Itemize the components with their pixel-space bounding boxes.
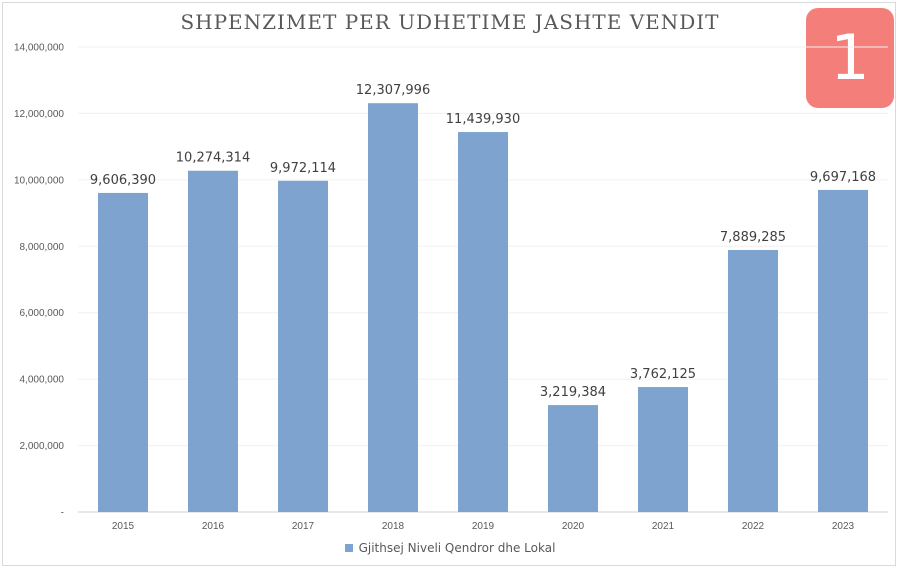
y-tick-label: 14,000,000	[14, 43, 64, 54]
chart-legend: Gjithsej Niveli Qendror dhe Lokal	[0, 541, 900, 555]
legend-swatch	[344, 544, 353, 552]
legend-label: Gjithsej Niveli Qendror dhe Lokal	[358, 541, 556, 555]
y-tick-label: 12,000,000	[14, 109, 64, 120]
bar	[548, 405, 598, 512]
x-tick-label: 2022	[742, 521, 765, 532]
bar	[458, 132, 508, 513]
y-tick-label: 10,000,000	[14, 175, 64, 186]
page-number-badge: 1	[806, 8, 894, 108]
x-tick-label: 2018	[382, 521, 405, 532]
data-label: 12,307,996	[356, 83, 430, 98]
bar	[98, 192, 148, 513]
data-label: 3,762,125	[630, 367, 696, 382]
x-tick-label: 2020	[562, 521, 585, 532]
x-tick-label: 2019	[472, 521, 495, 532]
chart-title: SHPENZIMET PER UDHETIME JASHTE VENDIT	[180, 10, 720, 34]
bar	[188, 170, 238, 512]
x-tick-label: 2015	[112, 521, 135, 532]
bar	[368, 103, 418, 513]
data-label: 7,889,285	[720, 230, 786, 245]
bar	[278, 180, 328, 512]
bar	[818, 189, 868, 512]
data-label: 9,606,390	[90, 173, 156, 188]
bar	[728, 249, 778, 513]
y-tick-label: -	[61, 508, 64, 519]
data-label: 11,439,930	[446, 112, 520, 127]
x-tick-label: 2016	[202, 521, 225, 532]
data-label: 3,219,384	[540, 385, 606, 400]
y-tick-label: 6,000,000	[20, 308, 65, 319]
bar	[638, 387, 688, 512]
x-tick-label: 2017	[292, 521, 315, 532]
y-tick-label: 4,000,000	[20, 375, 65, 386]
data-label: 9,697,168	[810, 170, 876, 185]
x-tick-label: 2023	[832, 521, 855, 532]
y-tick-label: 2,000,000	[20, 441, 65, 452]
data-label: 9,972,114	[270, 161, 336, 176]
x-tick-label: 2021	[652, 521, 675, 532]
data-label: 10,274,314	[176, 151, 250, 166]
y-tick-label: 8,000,000	[20, 242, 65, 253]
